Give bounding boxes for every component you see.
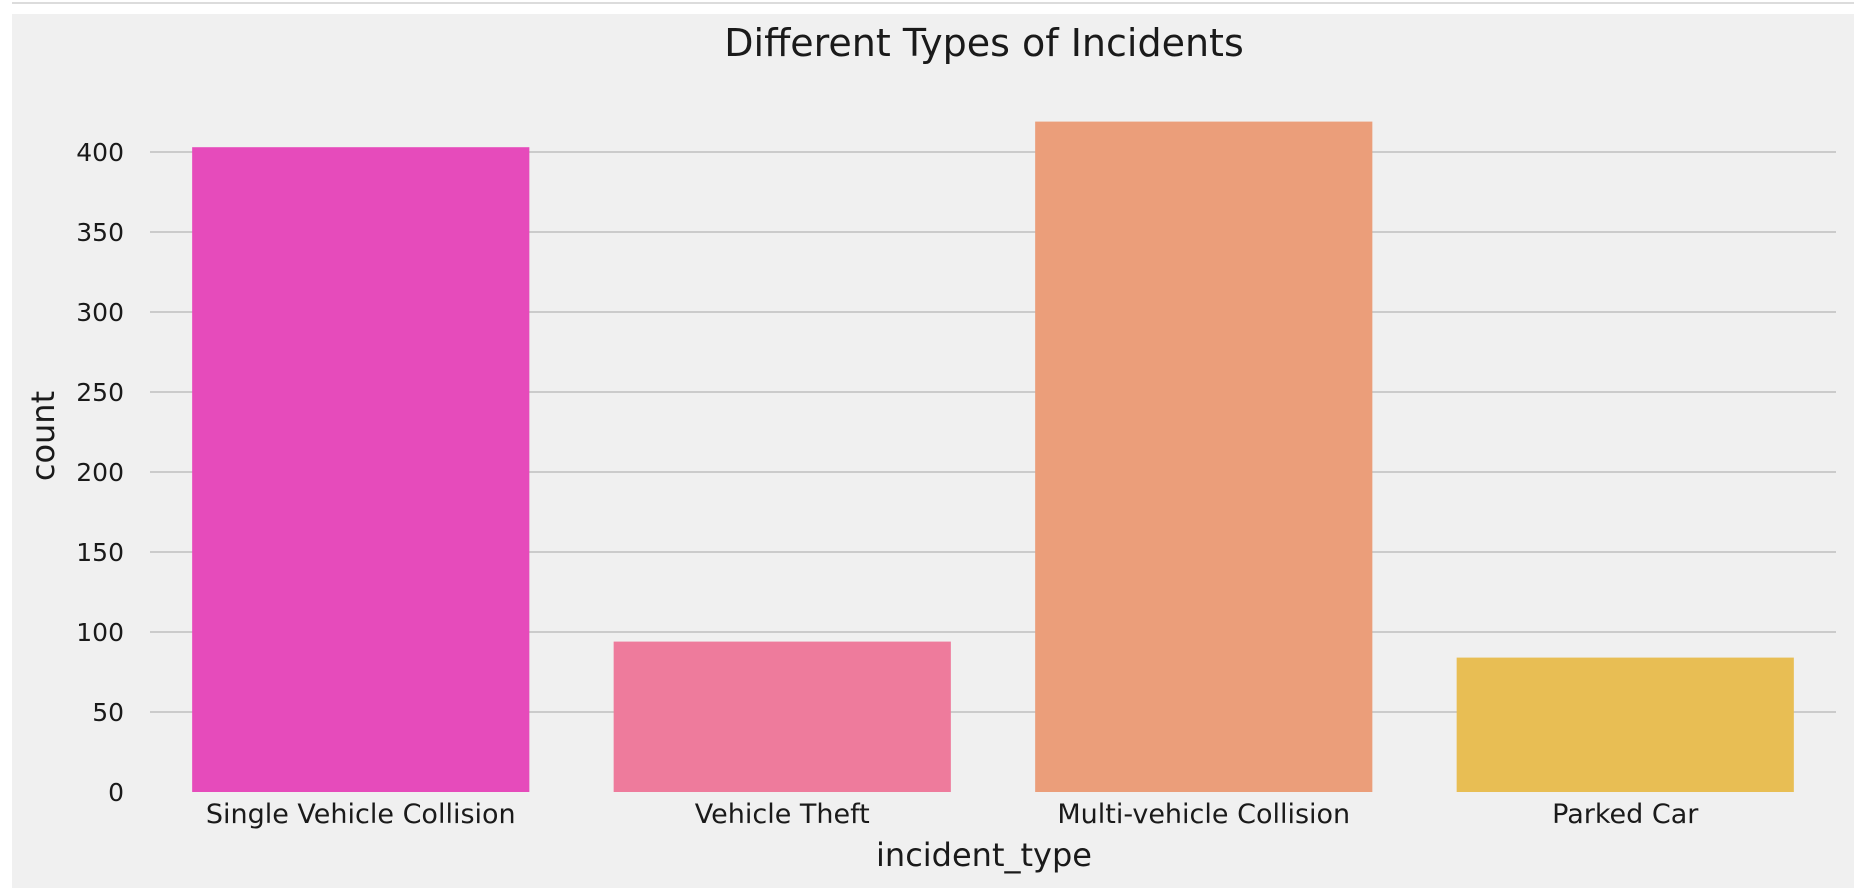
bars [192, 121, 1794, 793]
x-tick-label: Single Vehicle Collision [206, 799, 516, 830]
x-axis-title: incident_type [876, 836, 1092, 874]
y-tick-label: 0 [108, 778, 124, 807]
x-tick-label: Vehicle Theft [695, 799, 870, 830]
bar-vehicle-theft [613, 641, 951, 792]
x-tick-labels: Single Vehicle Collision Vehicle Theft Mul… [206, 799, 1699, 830]
bar-single-vehicle-collision [192, 147, 530, 792]
y-tick-label: 100 [76, 618, 124, 647]
x-tick-label: Parked Car [1552, 799, 1699, 830]
y-tick-labels: 0 50 100 150 200 250 300 350 400 [76, 138, 124, 807]
bar-multi-vehicle-collision [1035, 121, 1373, 793]
y-tick-label: 200 [76, 458, 124, 487]
x-tick-label: Multi-vehicle Collision [1057, 799, 1350, 830]
y-tick-label: 350 [76, 218, 124, 247]
chart-title: Different Types of Incidents [724, 21, 1244, 65]
y-tick-label: 300 [76, 298, 124, 327]
bar-parked-car [1456, 657, 1794, 792]
y-axis-title: count [24, 391, 62, 481]
y-tick-label: 50 [92, 698, 124, 727]
y-tick-label: 150 [76, 538, 124, 567]
y-tick-label: 400 [76, 138, 124, 167]
y-tick-label: 250 [76, 378, 124, 407]
notebook-cell-border [12, 0, 1854, 4]
